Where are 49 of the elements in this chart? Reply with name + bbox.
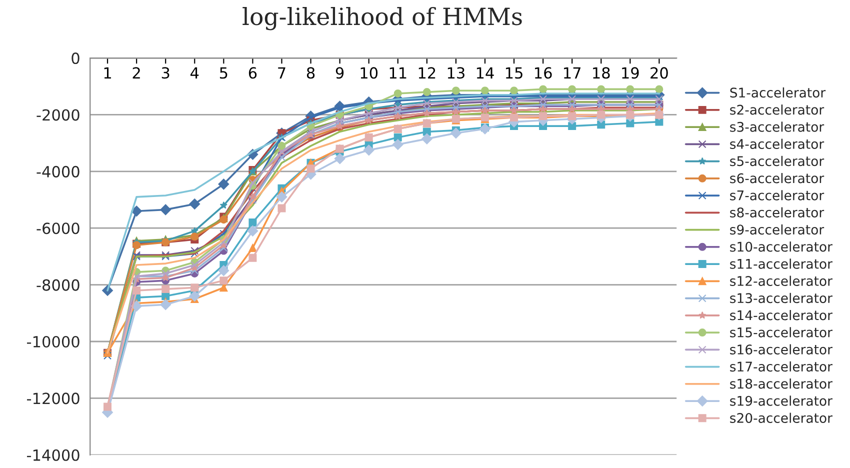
x-tick-label: 2 [132, 67, 140, 78]
x-tick-label: 18 [593, 67, 610, 79]
legend-label: s13-accelerator [730, 292, 832, 304]
y-tick-label: -14000 [27, 449, 80, 461]
y-tick-label: -6000 [36, 222, 80, 234]
x-tick-label: 7 [278, 67, 286, 78]
legend-label: s17-accelerator [730, 361, 832, 372]
x-tick-label: 16 [535, 67, 552, 79]
legend-label: s7-accelerator [730, 190, 824, 200]
legend-label: s12-accelerator [730, 276, 832, 286]
legend-label: s15-accelerator [730, 327, 832, 338]
x-tick-label: 19 [622, 67, 639, 79]
x-tick-label: 9 [336, 67, 344, 79]
legend-label: s18-accelerator [730, 378, 832, 389]
legend-label: s10-accelerator [730, 242, 832, 252]
y-tick-label: -4000 [36, 166, 80, 178]
legend-label: S1-accelerator [730, 87, 826, 98]
legend-label: s6-accelerator [730, 173, 824, 184]
legend-label: s11-accelerator [730, 258, 832, 269]
legend-label: s16-accelerator [730, 344, 832, 354]
legend-label: s3-accelerator [730, 122, 824, 132]
x-tick-label: 20 [650, 67, 668, 79]
x-tick-label: 1 [104, 67, 111, 78]
x-tick-label: 12 [418, 67, 436, 78]
y-tick-label: -12000 [27, 392, 80, 404]
legend-label: s8-accelerator [730, 207, 824, 218]
x-tick-label: 6 [248, 67, 257, 79]
x-tick-label: 14 [476, 67, 494, 78]
legend-label: s14-accelerator [730, 310, 832, 320]
x-tick-label: 5 [220, 67, 228, 79]
x-tick-label: 13 [448, 67, 464, 79]
y-tick-label: 0 [72, 52, 80, 64]
y-tick-label: -2000 [36, 109, 80, 121]
x-tick-label: 15 [506, 67, 522, 79]
y-tick-label: -8000 [36, 279, 80, 291]
legend-label: s20-accelerator [730, 412, 832, 423]
y-tick-label: -10000 [27, 336, 80, 348]
x-tick-label: 10 [360, 67, 378, 79]
legend-label: s5-accelerator [730, 156, 824, 166]
x-tick-label: 3 [162, 67, 170, 79]
x-tick-label: 8 [306, 67, 315, 79]
legend-label: s9-accelerator [730, 224, 824, 235]
chart-title: log-likelihood of HMMs [242, 7, 522, 30]
x-tick-label: 4 [190, 67, 199, 78]
legend-label: s2-accelerator [730, 104, 824, 115]
legend-label: s19-accelerator [730, 396, 832, 406]
x-tick-label: 17 [564, 67, 580, 78]
legend-label: s4-accelerator [730, 138, 824, 149]
x-tick-label: 11 [390, 67, 406, 78]
